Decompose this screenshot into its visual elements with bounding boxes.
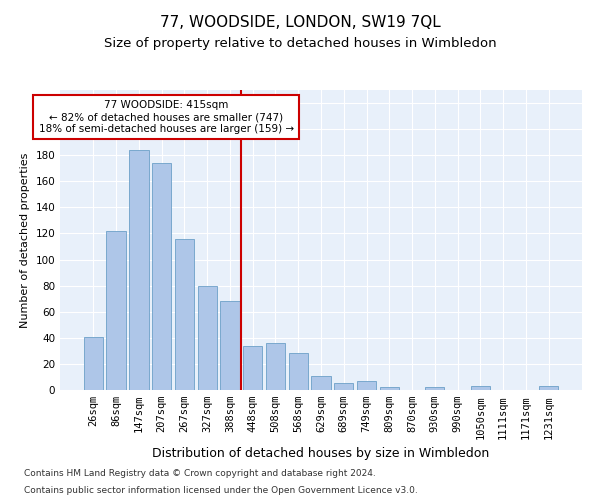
Bar [357, 381, 376, 390]
Text: Contains public sector information licensed under the Open Government Licence v3: Contains public sector information licen… [24, 486, 418, 495]
Bar [266, 343, 285, 390]
Y-axis label: Number of detached properties: Number of detached properties [20, 152, 30, 328]
Text: Contains HM Land Registry data © Crown copyright and database right 2024.: Contains HM Land Registry data © Crown c… [24, 468, 376, 477]
Bar [152, 163, 172, 390]
Bar [129, 150, 149, 390]
X-axis label: Distribution of detached houses by size in Wimbledon: Distribution of detached houses by size … [152, 447, 490, 460]
Bar [106, 231, 126, 390]
Bar [84, 336, 103, 390]
Bar [380, 388, 399, 390]
Bar [175, 238, 194, 390]
Bar [470, 386, 490, 390]
Bar [539, 386, 558, 390]
Bar [311, 376, 331, 390]
Bar [425, 388, 445, 390]
Bar [334, 384, 353, 390]
Bar [197, 286, 217, 390]
Bar [289, 354, 308, 390]
Text: Size of property relative to detached houses in Wimbledon: Size of property relative to detached ho… [104, 38, 496, 51]
Bar [243, 346, 262, 390]
Text: 77 WOODSIDE: 415sqm
← 82% of detached houses are smaller (747)
18% of semi-detac: 77 WOODSIDE: 415sqm ← 82% of detached ho… [38, 100, 294, 134]
Text: 77, WOODSIDE, LONDON, SW19 7QL: 77, WOODSIDE, LONDON, SW19 7QL [160, 15, 440, 30]
Bar [220, 302, 239, 390]
